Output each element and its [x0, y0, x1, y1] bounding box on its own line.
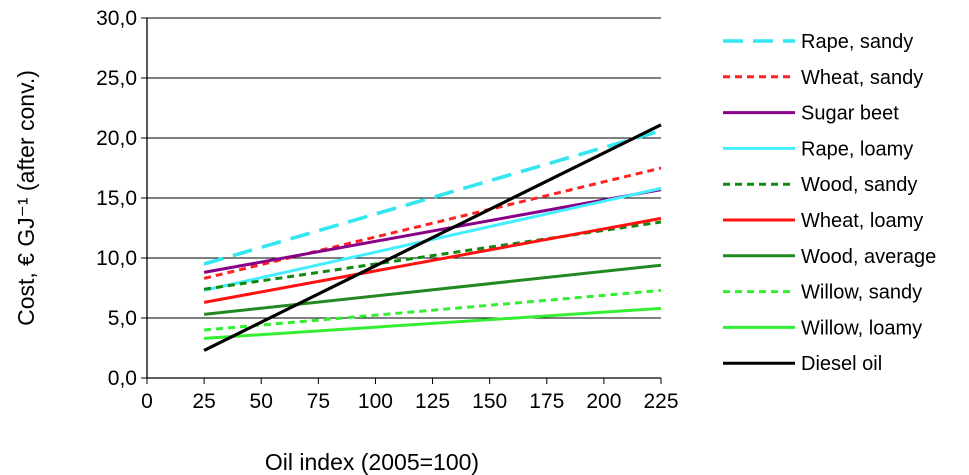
- y-tick-label: 5,0: [108, 307, 137, 330]
- y-tick-label: 30,0: [96, 7, 137, 30]
- y-tick-label: 0,0: [108, 367, 137, 390]
- series-line-2: [203, 188, 662, 274]
- legend-label-3: Rape, loamy: [801, 138, 913, 160]
- y-tick-label: 20,0: [96, 127, 137, 150]
- x-tick-label: 25: [192, 390, 215, 413]
- legend-label-2: Sugar beet: [801, 103, 899, 125]
- series-line-5: [203, 216, 662, 304]
- x-tick-label: 100: [358, 390, 393, 413]
- x-tick-label: 125: [415, 390, 450, 413]
- tick-labels: 0,0 5,0 10,0 15,0 20,0 25,0 30,0 0 25 50 75 100 125 1…: [96, 7, 678, 413]
- legend-label-4: Wood, sandy: [801, 174, 917, 196]
- x-tick-label: 150: [472, 390, 507, 413]
- x-tick-label: 75: [307, 390, 330, 413]
- legend-label-9: Diesel oil: [801, 353, 882, 375]
- legend-label-0: Rape, sandy: [801, 31, 913, 53]
- y-tick-label: 15,0: [96, 187, 137, 210]
- legend-label-7: Willow, sandy: [801, 282, 922, 304]
- x-tick-label: 50: [250, 390, 273, 413]
- x-tick-label: 0: [141, 390, 153, 413]
- x-tick-label: 200: [586, 390, 621, 413]
- legend-label-8: Willow, loamy: [801, 317, 922, 339]
- series-line-6: [203, 263, 662, 316]
- x-tick-label: 175: [529, 390, 564, 413]
- series-line-3: [203, 186, 662, 292]
- series-line-7: [203, 288, 662, 332]
- x-tick-label: 225: [643, 390, 678, 413]
- series-line-9: [203, 123, 662, 352]
- y-tick-label: 25,0: [96, 67, 137, 90]
- x-axis-title: Oil index (2005=100): [265, 449, 479, 475]
- y-tick-label: 10,0: [96, 247, 137, 270]
- y-axis-title: Cost, € GJ⁻¹ (after conv.): [13, 70, 39, 326]
- series-line-8: [204, 306, 662, 340]
- legend-label-6: Wood, average: [801, 246, 936, 268]
- series-line-0: [203, 129, 662, 266]
- legend: Rape, sandy Wheat, sandy Sugar beet Rape, l…: [723, 31, 936, 375]
- axes: [141, 17, 662, 384]
- legend-label-5: Wheat, loamy: [801, 210, 923, 232]
- legend-label-1: Wheat, sandy: [801, 67, 923, 89]
- series-lines: [203, 123, 662, 352]
- gridlines: [147, 17, 661, 379]
